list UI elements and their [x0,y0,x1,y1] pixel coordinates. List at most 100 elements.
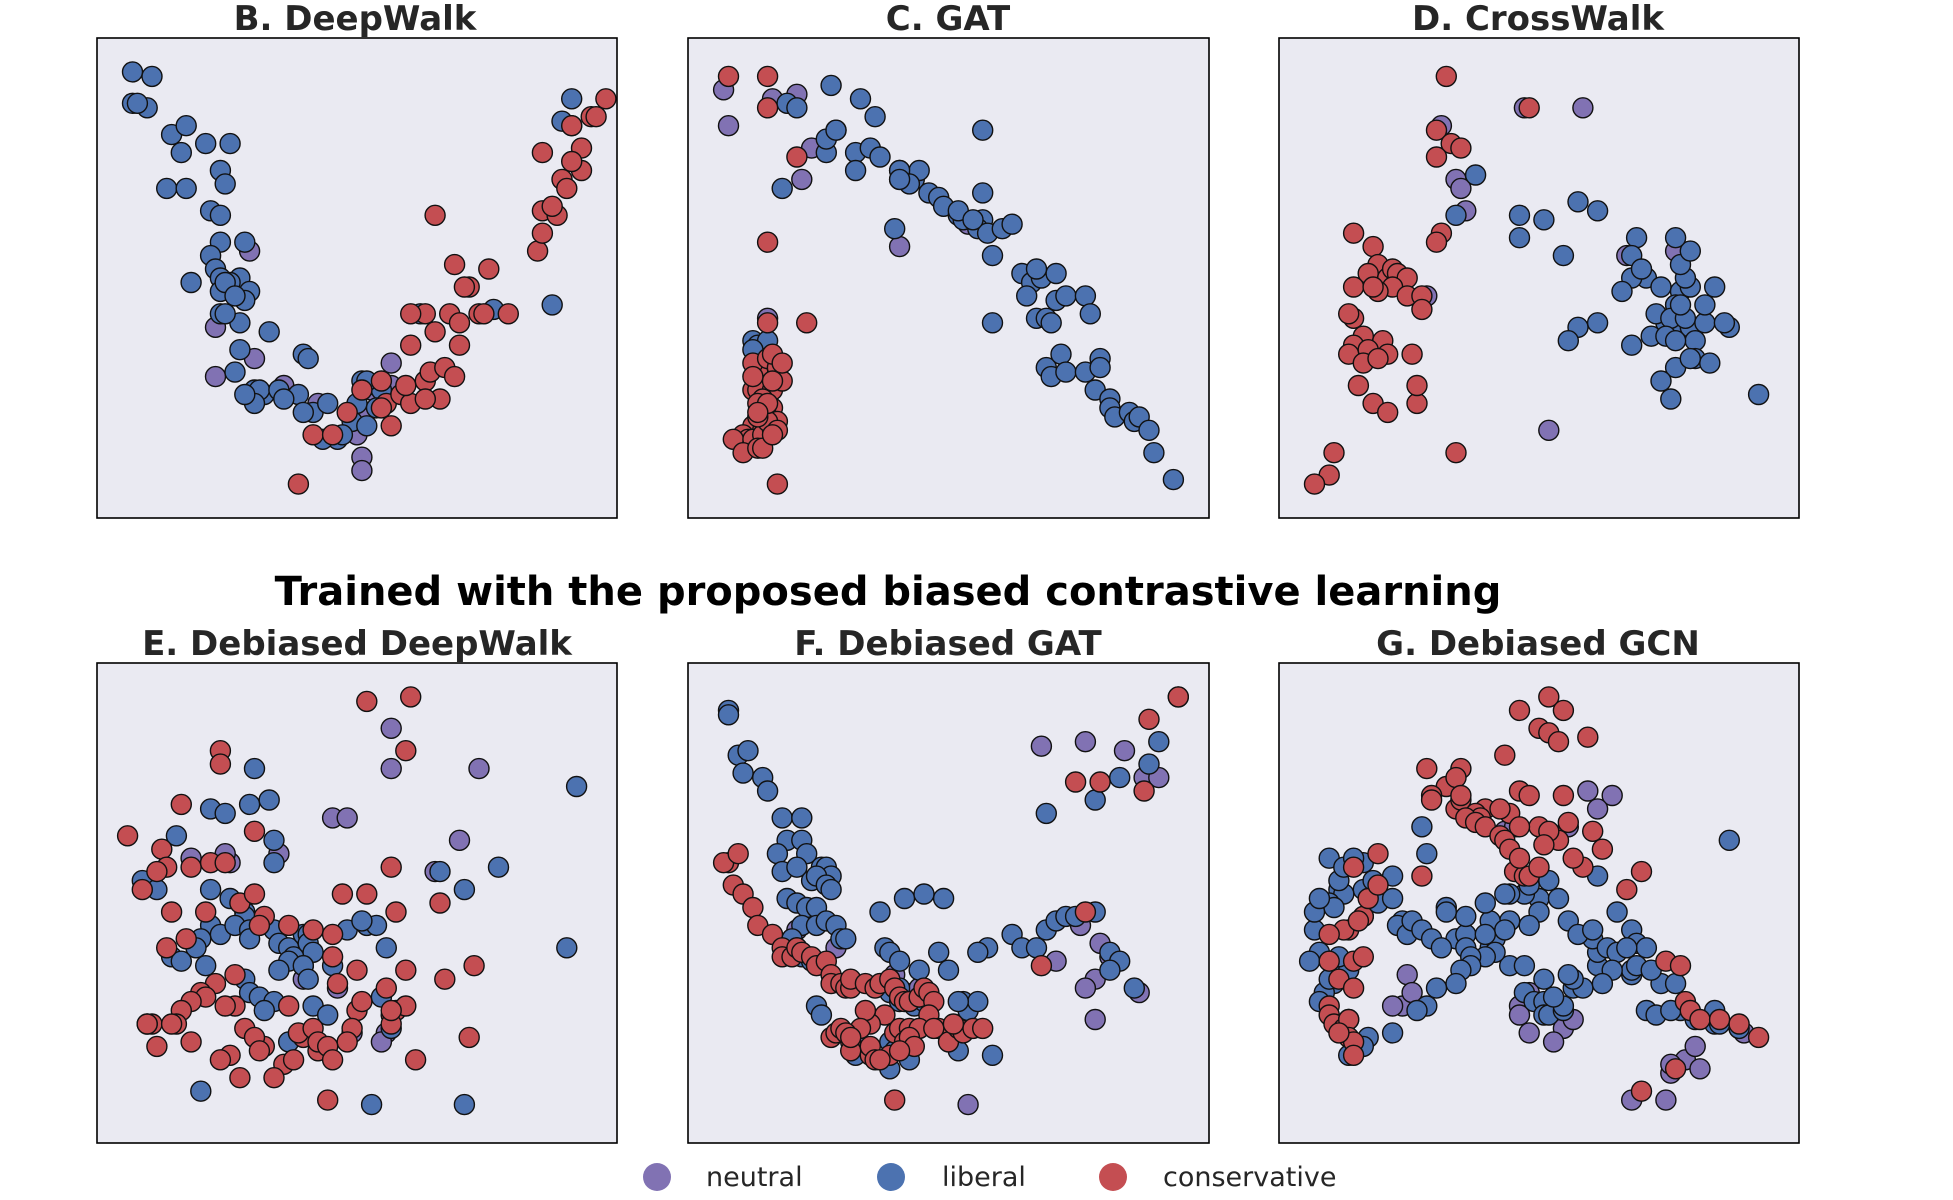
point-conservative [756,65,779,88]
point-liberal [1611,280,1633,303]
point-conservative [1342,856,1365,878]
point-liberal [351,910,373,932]
point-neutral [1030,735,1053,757]
point-conservative [1630,860,1653,883]
point-liberal [1699,352,1721,374]
point-conservative [443,365,466,388]
point-liberal [175,177,197,200]
point-liberal [180,271,202,294]
legend: neutral liberal conservative [643,1162,1336,1193]
point-liberal [820,74,842,97]
panel-title: D. CrossWalk [1412,0,1665,39]
point-liberal [1430,937,1453,959]
point-liberal [121,61,144,83]
point-conservative [1401,343,1423,365]
point-liberal [771,177,793,200]
point-liberal [1074,285,1097,307]
point-liberal [810,1004,833,1026]
point-liberal [786,856,808,878]
point-conservative [478,258,500,280]
point-conservative [561,114,583,137]
panel-crosswalk: D. CrossWalk [1278,0,1800,519]
point-liberal [756,780,779,802]
point-neutral [336,807,358,829]
point-conservative [1616,878,1638,901]
point-liberal [1747,383,1770,406]
point-liberal [937,959,960,981]
point-conservative [1591,838,1614,860]
point-liberal [1620,334,1643,356]
point-conservative [1538,686,1560,708]
point-liberal [263,852,285,874]
point-liberal [199,878,222,901]
point-neutral [351,459,373,482]
point-liberal [1664,330,1687,352]
point-neutral [1518,1022,1540,1044]
point-conservative [585,105,607,128]
point-liberal [1518,914,1540,937]
point-conservative [224,964,246,986]
point-conservative [1352,946,1375,968]
point-liberal [869,146,891,168]
point-conservative [146,1035,168,1058]
point-conservative [424,204,446,227]
point-conservative [1362,276,1384,298]
point-conservative [1489,798,1511,820]
point-conservative [336,1031,358,1053]
point-conservative [214,995,236,1017]
point-neutral [1396,964,1418,986]
point-liberal [1381,1022,1404,1044]
point-neutral [380,757,402,780]
point-conservative [400,334,422,356]
point-conservative [1133,780,1155,802]
point-conservative [336,401,358,424]
point-conservative [282,1049,305,1071]
point-conservative [840,1026,862,1049]
point-liberal [234,383,256,406]
point-liberal [258,321,280,343]
point-liberal [190,1080,212,1102]
point-neutral [380,717,402,739]
point-conservative [356,883,378,905]
legend-marker-conservative [1099,1163,1127,1191]
point-conservative [395,740,417,762]
point-liberal [214,173,236,195]
point-liberal [170,141,193,164]
point-conservative [1664,1058,1687,1080]
point-conservative [1406,392,1428,415]
point-conservative [170,793,193,816]
point-liberal [1162,468,1185,491]
point-liberal [932,887,955,910]
point-neutral [1074,977,1097,999]
point-conservative [175,928,197,950]
point-neutral [1450,177,1472,200]
point-conservative [1367,843,1389,865]
point-liberal [1625,226,1648,249]
point-conservative [443,253,466,276]
point-conservative [331,883,354,905]
point-conservative [1689,1008,1711,1031]
point-conservative [351,990,373,1013]
point-conservative [1669,955,1692,977]
point-conservative [321,1049,344,1071]
point-liberal [1650,276,1672,298]
point-liberal [1494,919,1516,941]
point-conservative [1138,708,1160,730]
point-liberal [170,950,193,972]
point-liberal [732,762,754,784]
point-liberal [317,392,339,415]
point-liberal [1718,829,1741,851]
point-liberal [967,941,989,963]
point-liberal [224,285,246,307]
point-conservative [458,1026,480,1049]
point-neutral [1538,419,1560,441]
point-liberal [219,132,241,155]
point-liberal [1679,347,1702,370]
point-conservative [380,999,402,1022]
point-liberal [928,941,950,963]
point-liberal [1308,887,1331,910]
point-liberal [1455,905,1477,928]
point-liberal [1567,191,1589,213]
point-liberal [556,937,578,959]
point-conservative [1630,1080,1653,1102]
